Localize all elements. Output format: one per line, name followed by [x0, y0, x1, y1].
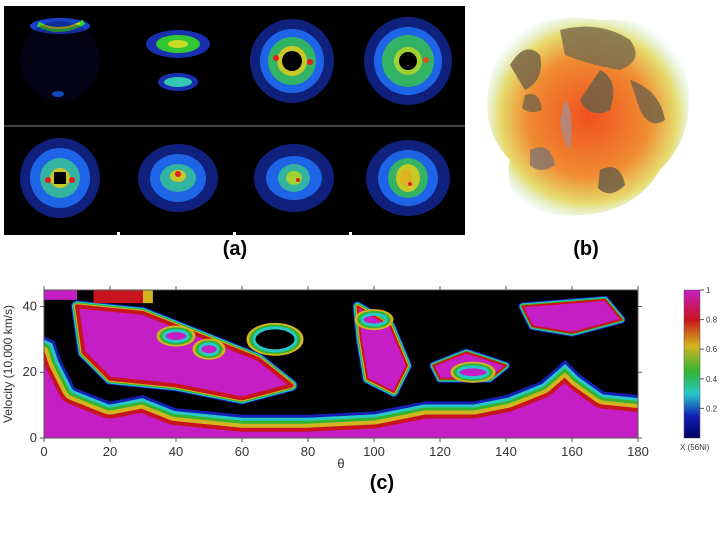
panel-c-heatmap-chart: 0 20 40 60 80 100 120 140 160 180 0 20 40 θ Velocit… [0, 270, 720, 500]
colorbar-tick-label: 0.4 [706, 375, 718, 384]
contour-ring [246, 322, 304, 356]
snapshot-2 [120, 6, 233, 117]
snapshot-3 [236, 6, 349, 117]
x-tick-label: 80 [301, 444, 315, 459]
contour-ring [252, 326, 298, 353]
colorbar-tick-label: 0.2 [706, 404, 718, 413]
colorbar-ticks: 1 0.8 0.6 0.4 0.2 [700, 286, 718, 413]
contour-ring [198, 342, 220, 357]
colorbar-tick-label: 0.8 [706, 316, 718, 325]
x-tick-label: 160 [561, 444, 583, 459]
contour-ring [249, 324, 301, 355]
plot-frame [43, 289, 639, 439]
colorbar-tick-label: 0.6 [706, 345, 718, 354]
x-tick-label: 100 [363, 444, 385, 459]
colorbar [683, 289, 701, 439]
contour-ring [456, 365, 490, 380]
y-axis-label: Velocity (10,000 km/s) [1, 305, 15, 423]
contour-patch [143, 290, 153, 304]
contour-ring [354, 309, 394, 331]
x-tick-label: 60 [235, 444, 249, 459]
contour-ring [360, 312, 388, 327]
snapshot-5 [4, 124, 117, 235]
x-tick-label: 0 [40, 444, 47, 459]
contour-ring [450, 361, 496, 383]
snapshot-4 [352, 6, 465, 117]
x-axis-label: θ [337, 456, 344, 471]
contour-ring [192, 338, 226, 360]
contour-ring [159, 327, 193, 345]
snapshot-6 [120, 124, 233, 235]
panel-b-3d-rendering [470, 10, 700, 220]
snapshot-7 [236, 124, 349, 235]
snapshot-1 [4, 6, 117, 117]
contour-feature [521, 298, 623, 334]
x-tick-label: 40 [169, 444, 183, 459]
heatmap-field [44, 290, 638, 438]
snapshot-8 [352, 124, 465, 235]
y-tick-label: 0 [30, 430, 37, 445]
x-axis: 0 20 40 60 80 100 120 140 160 180 [40, 286, 649, 459]
y-axis: 0 20 40 [23, 298, 642, 445]
x-tick-label: 180 [627, 444, 649, 459]
panel-c-label: (c) [369, 472, 395, 494]
panel-a-image-grid [4, 6, 465, 235]
panel-b-label: (b) [573, 238, 599, 260]
y-tick-label: 40 [23, 298, 37, 313]
contour-ring [195, 340, 223, 358]
panel-a-label: (a) [222, 238, 248, 260]
contour-patch [44, 290, 77, 300]
colorbar-tick-label: 1 [706, 286, 711, 295]
contour-patch [93, 290, 143, 304]
contour-ring [162, 329, 190, 343]
tile-tick-strip [4, 125, 465, 127]
contour-ring [156, 325, 196, 347]
x-tick-label: 120 [429, 444, 451, 459]
colorbar-label: X (56Ni) [680, 443, 710, 452]
x-tick-label: 20 [103, 444, 117, 459]
contour-ring [357, 310, 391, 329]
x-tick-label: 140 [495, 444, 517, 459]
contour-ring [453, 363, 493, 381]
y-tick-label: 20 [23, 364, 37, 379]
